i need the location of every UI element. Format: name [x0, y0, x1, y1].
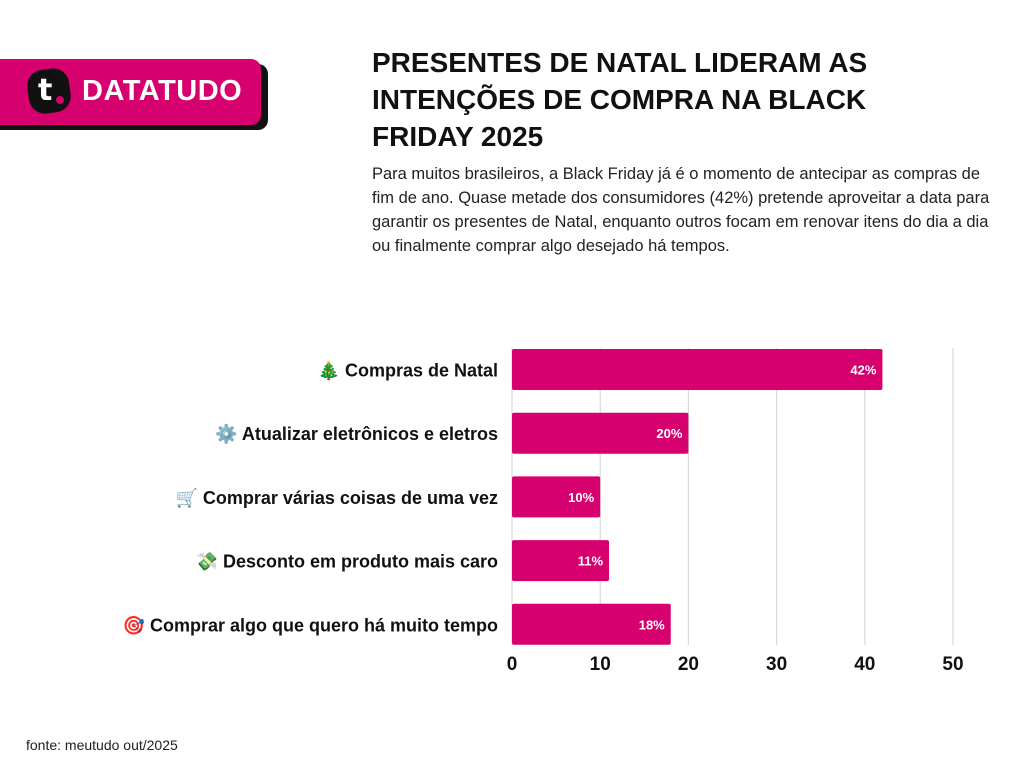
x-tick-label: 30: [766, 654, 787, 675]
page-title: PRESENTES DE NATAL LIDERAM AS INTENÇÕES …: [372, 47, 868, 152]
bar: [512, 476, 601, 518]
x-tick-label: 10: [590, 654, 611, 675]
x-tick-label: 40: [854, 654, 875, 675]
data-label: 42%: [850, 363, 876, 378]
brand-logo-glyph: t: [38, 73, 53, 108]
category-label: 🎄 Compras de Natal: [318, 360, 498, 381]
x-tick-label: 50: [942, 654, 963, 675]
bar: [512, 540, 610, 582]
brand-logo-dot: [56, 96, 64, 104]
brand-badge: t. t DATATUDO: [0, 59, 261, 125]
x-tick-label: 20: [678, 654, 699, 675]
data-label: 10%: [568, 490, 594, 505]
data-label: 11%: [578, 554, 604, 569]
bar: [512, 349, 883, 390]
bar: [512, 603, 671, 645]
x-tick-label: 0: [507, 654, 518, 675]
brand-name: DATATUDO: [82, 75, 243, 107]
category-label: 🛒 Comprar várias coisas de uma vez: [175, 487, 498, 508]
category-label: 🎯 Comprar algo que quero há muito tempo: [123, 615, 498, 635]
bar: [512, 412, 689, 454]
page-subtitle: Para muitos brasileiros, a Black Friday …: [372, 165, 990, 255]
category-label: ⚙️ Atualizar eletrônicos e eletros: [215, 423, 498, 444]
source-note: fonte: meutudo out/2025: [26, 737, 178, 753]
category-label: 💸 Desconto em produto mais caro: [196, 552, 498, 572]
data-label: 18%: [639, 617, 665, 632]
data-label: 20%: [656, 426, 682, 441]
